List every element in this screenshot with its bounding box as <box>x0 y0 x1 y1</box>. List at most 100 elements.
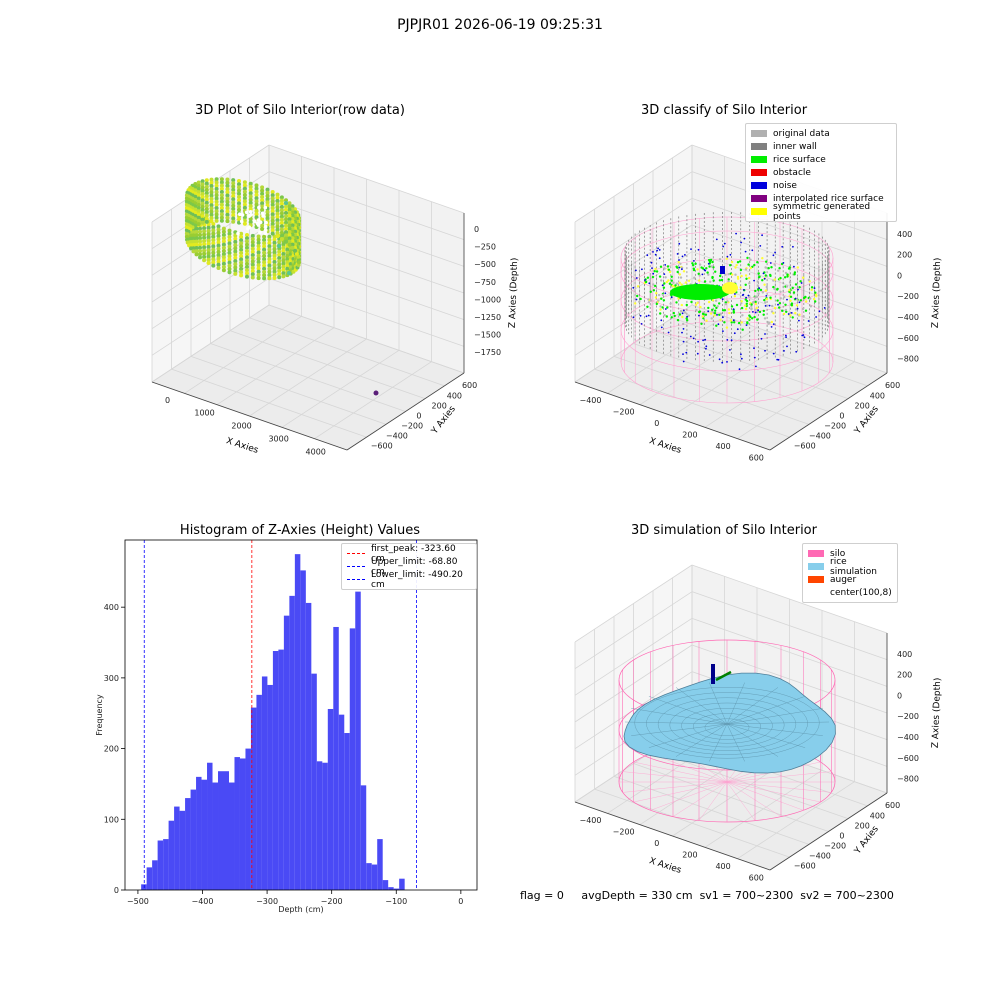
raw-point <box>216 234 221 238</box>
histogram-bar <box>168 820 175 890</box>
raw-point <box>211 263 216 268</box>
status-line: flag = 0 avgDepth = 330 cm sv1 = 700~230… <box>520 889 894 902</box>
noise-point <box>660 319 663 322</box>
raw-point <box>250 237 255 242</box>
classified-point <box>770 320 773 324</box>
classified-point <box>660 279 663 282</box>
raw-point <box>240 213 245 217</box>
classified-point <box>649 290 652 293</box>
classified-point <box>727 273 730 276</box>
raw-point <box>245 236 249 241</box>
raw-point <box>258 230 262 235</box>
raw-point <box>204 200 209 205</box>
raw-point <box>196 183 201 188</box>
raw-point <box>272 260 277 264</box>
raw-point <box>231 200 236 205</box>
raw-point <box>209 196 214 201</box>
raw-point <box>196 193 201 198</box>
legend-item-lower-limit: Lower_limit: -490.20 cm <box>347 570 471 590</box>
classified-point <box>751 301 755 304</box>
raw-point <box>250 249 255 254</box>
mesh-spoke <box>726 723 806 748</box>
classified-point <box>764 289 768 292</box>
raw-point <box>198 239 202 244</box>
raw-point <box>227 231 232 236</box>
raw-point <box>281 261 286 266</box>
x-tick-label: 0 <box>165 396 170 405</box>
raw-point <box>237 195 241 199</box>
noise-point <box>664 292 667 295</box>
classified-point <box>675 265 678 268</box>
classified-point <box>761 279 764 282</box>
raw-point <box>206 229 211 233</box>
raw-point <box>270 231 275 236</box>
classified-point <box>734 266 737 269</box>
x-tick-label: −200 <box>613 407 635 416</box>
raw-point <box>256 240 261 245</box>
raw-point <box>261 214 265 218</box>
raw-point <box>237 201 241 206</box>
classified-point <box>764 266 767 269</box>
raw-point <box>277 240 282 245</box>
raw-point <box>262 238 267 242</box>
classified-point <box>754 289 757 293</box>
raw-point <box>290 220 295 225</box>
raw-point <box>200 220 205 225</box>
y-tick-label: 400 <box>870 811 885 820</box>
raw-point <box>225 187 230 192</box>
classified-point <box>706 271 709 274</box>
raw-point <box>258 220 263 225</box>
raw-point <box>239 273 244 278</box>
raw-outlier-point <box>287 271 291 275</box>
raw-point <box>216 262 221 267</box>
raw-point <box>290 242 295 247</box>
mesh-spoke <box>726 721 830 725</box>
raw-point <box>245 261 249 266</box>
raw-point <box>216 253 221 258</box>
raw-point <box>287 226 292 231</box>
axis-line <box>574 381 771 451</box>
classified-point <box>764 301 767 304</box>
raw-point <box>211 250 216 255</box>
legend-line <box>347 553 365 554</box>
x-tick-label: −200 <box>321 897 343 906</box>
classified-point <box>736 261 740 264</box>
classified-point <box>732 311 735 314</box>
classified-point <box>687 314 690 317</box>
classified-point <box>652 283 655 286</box>
raw-point <box>214 218 219 223</box>
histogram-bar <box>245 748 251 890</box>
raw-point <box>187 243 192 248</box>
raw-point <box>279 227 284 232</box>
histogram-bar <box>289 595 295 890</box>
raw-point <box>204 184 209 189</box>
histogram-bar <box>201 779 208 890</box>
legend-label: rice simulation <box>830 556 877 577</box>
classified-point <box>659 308 662 311</box>
histogram-bar <box>250 707 257 890</box>
classified-point <box>740 300 743 303</box>
noise-point <box>682 360 685 363</box>
classified-point <box>662 299 666 302</box>
classified-point <box>794 283 798 286</box>
histogram-bar <box>366 863 372 890</box>
raw-point <box>277 252 282 257</box>
raw-point <box>265 210 270 214</box>
raw-point <box>254 212 259 217</box>
classified-point <box>784 303 787 306</box>
classified-point <box>730 260 734 264</box>
noise-point <box>681 255 684 258</box>
y-tick-label: 600 <box>885 801 900 810</box>
raw-point <box>206 245 211 249</box>
grid-line <box>574 591 693 670</box>
classified-point <box>661 306 664 309</box>
z-tick-label: −400 <box>897 313 919 322</box>
classified-point <box>788 281 792 284</box>
legend-swatch <box>751 182 767 189</box>
raw-point <box>231 210 236 215</box>
classified-point <box>756 310 759 314</box>
classified-point <box>670 279 673 282</box>
raw-point <box>281 245 286 250</box>
raw-point <box>245 245 249 250</box>
raw-point <box>196 202 201 207</box>
